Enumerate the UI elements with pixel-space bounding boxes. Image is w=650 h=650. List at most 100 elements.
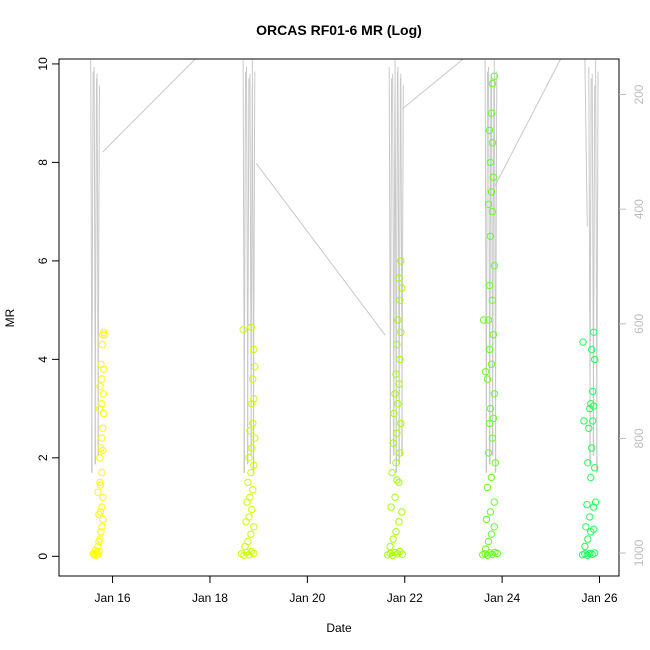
data-point — [483, 551, 492, 559]
data-point — [590, 503, 598, 511]
data-point — [250, 395, 258, 403]
pressure-trace-segment — [247, 78, 250, 465]
data-point — [394, 316, 402, 324]
data-point — [396, 449, 404, 457]
data-point — [247, 530, 255, 538]
right-tick-label: 400 — [632, 199, 646, 219]
data-point — [100, 409, 108, 418]
y-tick-label: 6 — [36, 257, 50, 264]
data-point — [488, 139, 497, 147]
data-point — [487, 188, 496, 196]
data-point — [395, 478, 403, 487]
data-point — [247, 547, 256, 556]
data-point — [397, 257, 405, 265]
data-point — [484, 537, 493, 546]
pressure-trace-segment — [395, 71, 398, 473]
data-point — [94, 542, 102, 551]
data-point — [99, 493, 107, 501]
x-tick-label: Jan 20 — [289, 591, 325, 605]
data-point — [98, 503, 106, 511]
pressure-trace-segment — [398, 78, 401, 465]
data-point — [486, 404, 495, 413]
data-point — [589, 417, 597, 425]
y-tick-label: 8 — [36, 159, 50, 166]
data-point — [490, 262, 498, 270]
data-point — [481, 368, 490, 376]
data-point — [251, 363, 259, 371]
right-tick-label: 1000 — [632, 539, 646, 566]
data-point — [580, 417, 588, 425]
data-point — [246, 493, 254, 501]
data-point — [396, 355, 404, 364]
data-point — [96, 481, 105, 489]
data-point — [484, 200, 493, 209]
right-tick-label: 800 — [632, 428, 646, 448]
data-point — [584, 535, 592, 543]
pressure-trace-segment — [494, 71, 498, 473]
data-point — [587, 400, 595, 408]
x-axis-label: Date — [326, 621, 352, 635]
pressure-trace-segment — [94, 78, 97, 465]
y-axis-label: MR — [3, 308, 17, 327]
pressure-trace-segment — [485, 71, 488, 473]
data-point — [490, 72, 498, 80]
data-point — [488, 296, 497, 304]
data-point — [582, 523, 590, 531]
pressure-trace-segment — [494, 58, 562, 187]
data-point — [239, 326, 247, 334]
data-point — [97, 444, 105, 452]
pressure-trace-segment — [489, 78, 492, 465]
data-point — [490, 390, 498, 398]
data-point — [490, 523, 498, 531]
pressure-trace-segment — [401, 85, 404, 456]
data-point — [101, 331, 109, 339]
data-point — [485, 126, 494, 135]
data-point — [389, 535, 397, 543]
pressure-trace-segment — [102, 58, 196, 153]
data-point — [246, 427, 254, 435]
data-point — [248, 505, 256, 514]
data-point — [392, 459, 400, 467]
data-point — [490, 498, 498, 506]
pressure-trace-segment — [393, 85, 396, 456]
data-point — [489, 414, 498, 423]
data-point — [250, 345, 258, 354]
data-point — [397, 419, 405, 428]
data-point — [588, 345, 596, 354]
data-point — [581, 542, 589, 551]
pressure-trace-segment — [255, 162, 386, 336]
data-point — [484, 449, 493, 457]
data-point — [486, 232, 495, 241]
data-point — [488, 79, 497, 88]
data-point — [395, 274, 403, 282]
data-point — [250, 549, 258, 558]
pressure-trace-segment — [592, 85, 596, 456]
data-point — [398, 550, 406, 558]
data-point — [486, 508, 495, 516]
data-point — [96, 454, 104, 462]
pressure-trace-segment — [491, 85, 495, 456]
data-point — [251, 434, 259, 442]
data-point — [99, 446, 107, 455]
data-point — [97, 528, 105, 536]
data-point — [96, 382, 104, 391]
data-point — [396, 296, 404, 304]
data-point — [397, 328, 405, 336]
x-tick-label: Jan 26 — [582, 591, 618, 605]
data-point — [591, 464, 599, 472]
data-point — [94, 488, 102, 496]
data-point — [491, 459, 499, 467]
data-point — [386, 542, 394, 551]
data-point — [487, 109, 496, 117]
right-tick-label: 200 — [632, 84, 646, 104]
data-point — [493, 549, 501, 558]
data-point — [249, 486, 257, 494]
data-point — [479, 316, 488, 324]
data-point — [586, 513, 594, 521]
data-point — [485, 281, 494, 290]
data-point — [98, 400, 106, 408]
data-point — [590, 525, 598, 533]
data-point — [391, 493, 399, 501]
